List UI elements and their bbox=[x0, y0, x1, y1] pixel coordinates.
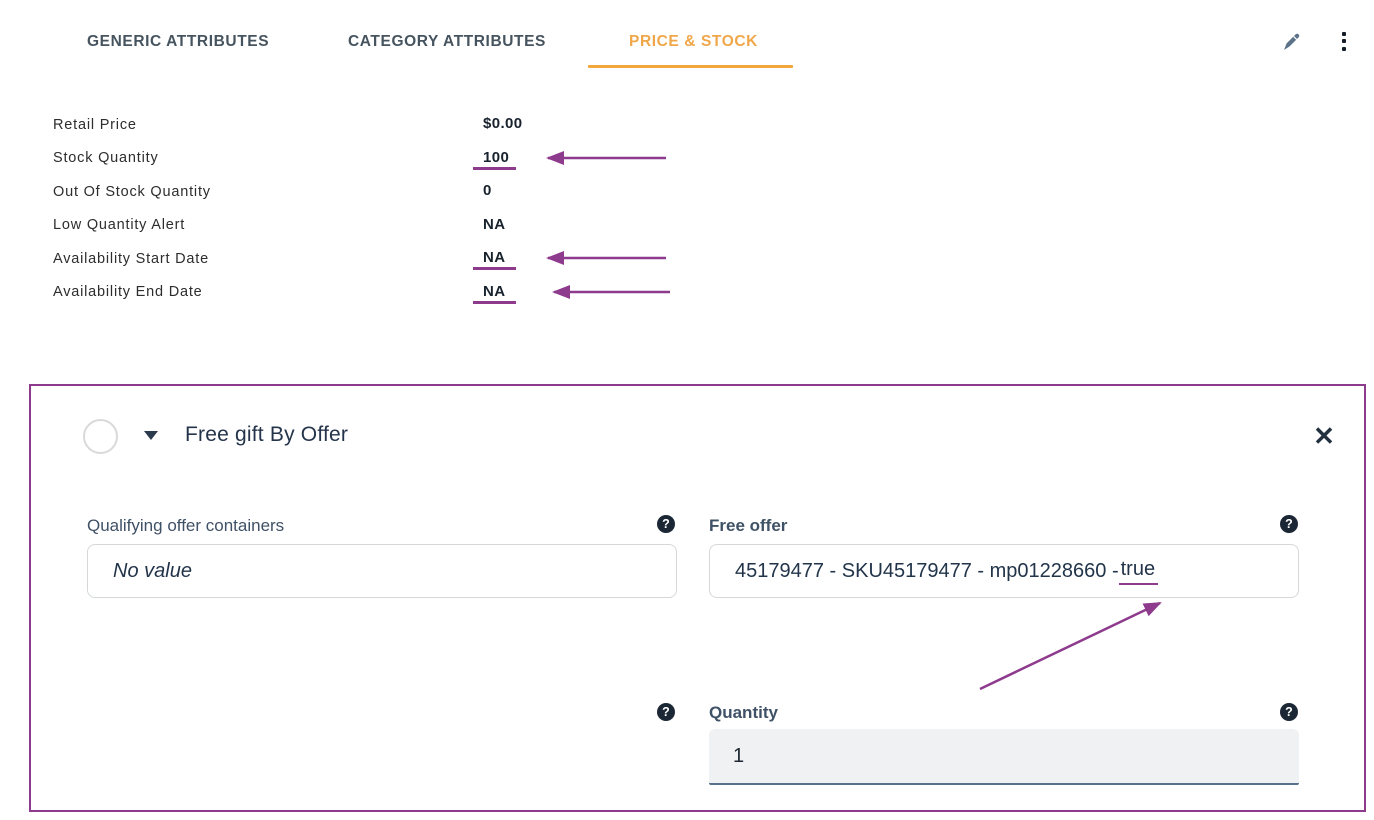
attr-label-low-quantity-alert: Low Quantity Alert bbox=[53, 217, 186, 233]
attr-value-availability-end: NA bbox=[483, 283, 506, 300]
help-icon-qualifying[interactable]: ? bbox=[657, 515, 675, 533]
free-gift-panel: Free gift By Offer ✕ Qualifying offer co… bbox=[29, 384, 1366, 812]
annotation-arrow-end-date bbox=[552, 285, 670, 299]
collapse-caret-icon[interactable] bbox=[144, 431, 158, 440]
annotation-underline-stock bbox=[473, 167, 516, 170]
free-offer-value-highlight: true bbox=[1118, 558, 1159, 585]
help-icon-free-offer[interactable]: ? bbox=[1280, 515, 1298, 533]
qualifying-offer-placeholder: No value bbox=[113, 559, 192, 582]
free-offer-label: Free offer bbox=[709, 516, 788, 535]
free-offer-value: 45179477 - SKU45179477 - mp01228660 - bbox=[735, 559, 1119, 582]
annotation-arrow-start-date bbox=[546, 251, 666, 265]
panel-title: Free gift By Offer bbox=[185, 423, 349, 446]
annotation-arrow-true bbox=[979, 601, 1162, 691]
attr-label-availability-start: Availability Start Date bbox=[53, 251, 209, 267]
attr-value-low-quantity-alert: NA bbox=[483, 216, 506, 233]
attr-value-availability-start: NA bbox=[483, 249, 506, 266]
tab-price-stock[interactable]: PRICE & STOCK bbox=[629, 33, 758, 50]
annotation-underline-start-date bbox=[473, 267, 516, 270]
quantity-value: 1 bbox=[733, 744, 745, 767]
attr-label-stock-quantity: Stock Quantity bbox=[53, 150, 159, 166]
tab-generic-attributes[interactable]: GENERIC ATTRIBUTES bbox=[87, 33, 270, 50]
qualifying-offer-input[interactable]: No value bbox=[87, 544, 677, 598]
radio-button[interactable] bbox=[83, 419, 118, 454]
attr-label-retail-price: Retail Price bbox=[53, 117, 137, 133]
qualifying-offer-label: Qualifying offer containers bbox=[87, 516, 285, 535]
help-icon-quantity[interactable]: ? bbox=[1280, 703, 1298, 721]
quantity-label: Quantity bbox=[709, 703, 778, 722]
kebab-menu-icon[interactable] bbox=[1335, 28, 1353, 54]
free-offer-input[interactable]: 45179477 - SKU45179477 - mp01228660 - tr… bbox=[709, 544, 1299, 598]
annotation-arrow-stock bbox=[546, 151, 666, 165]
edit-pencil-icon[interactable] bbox=[1278, 28, 1306, 56]
close-icon[interactable]: ✕ bbox=[1313, 421, 1335, 451]
quantity-input[interactable]: 1 bbox=[709, 729, 1299, 785]
attr-value-stock-quantity: 100 bbox=[483, 149, 510, 166]
attr-value-out-of-stock: 0 bbox=[483, 182, 492, 199]
active-tab-underline bbox=[588, 65, 793, 68]
attr-label-out-of-stock: Out Of Stock Quantity bbox=[53, 184, 211, 200]
attr-label-availability-end: Availability End Date bbox=[53, 284, 203, 300]
attr-value-retail-price: $0.00 bbox=[483, 115, 523, 132]
help-icon-left-field[interactable]: ? bbox=[657, 703, 675, 721]
annotation-underline-end-date bbox=[473, 301, 516, 304]
tab-category-attributes[interactable]: CATEGORY ATTRIBUTES bbox=[348, 33, 546, 50]
